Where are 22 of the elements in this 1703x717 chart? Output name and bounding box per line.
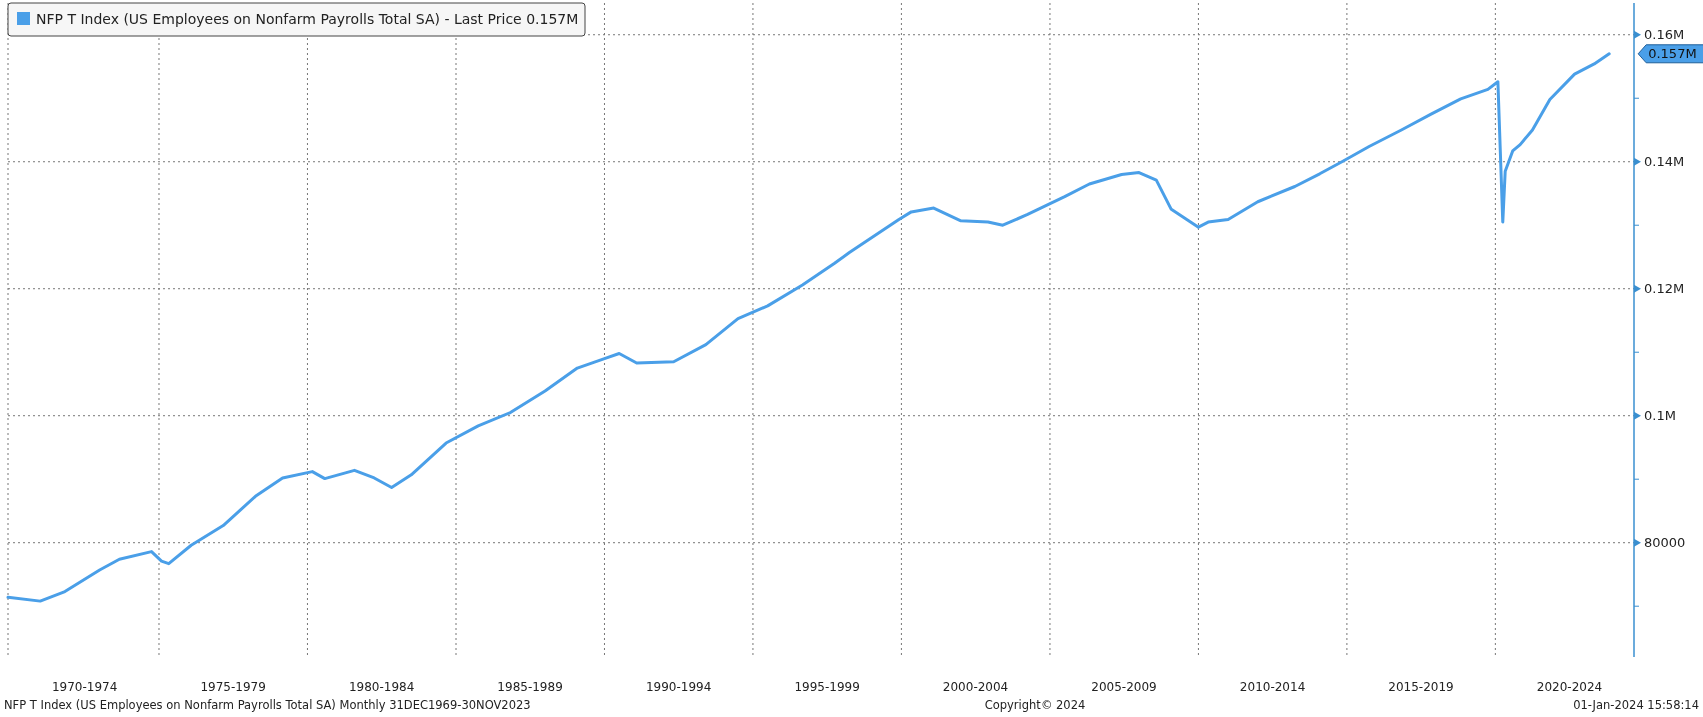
y-tick-label: 0.12M — [1644, 281, 1685, 297]
x-tick-label: 2005-2009 — [1091, 680, 1157, 694]
y-tick-label: 0.14M — [1644, 154, 1685, 170]
text: NFP T Index (US Employees on Nonfarm Payrolls Total SA) Monthly 31DEC1969-30NOV2023 — [4, 698, 531, 712]
x-tick-label: 1980-1984 — [348, 680, 415, 694]
x-tick-label: 2015-2019 — [1388, 680, 1454, 694]
text: Copyright© 2024 — [984, 698, 1086, 712]
text: 01-Jan-2024 15:58:14 — [1573, 698, 1699, 712]
x-tick-label: 1975-1979 — [200, 680, 266, 694]
x-tick-label: 1990-1994 — [645, 680, 712, 694]
x-tick-label: 2020-2024 — [1536, 680, 1603, 694]
line-series — [6, 52, 1611, 603]
x-tick-label: 1995-1999 — [794, 680, 860, 694]
x-tick-label: 1985-1989 — [497, 680, 563, 694]
y-tick-label: 80000 — [1644, 535, 1686, 551]
x-tick-label: 2000-2004 — [942, 680, 1009, 694]
x-tick-label: 1970-1974 — [51, 680, 118, 694]
x-tick-label: 2010-2014 — [1239, 680, 1306, 694]
y-tick-label: 0.1M — [1644, 408, 1676, 424]
annotation: 0.157M — [1648, 46, 1697, 62]
y-tick-label: 0.16M — [1644, 27, 1685, 43]
legend-label: NFP T Index (US Employees on Nonfarm Payrolls Total SA) - Last Price 0.157M — [36, 10, 579, 27]
